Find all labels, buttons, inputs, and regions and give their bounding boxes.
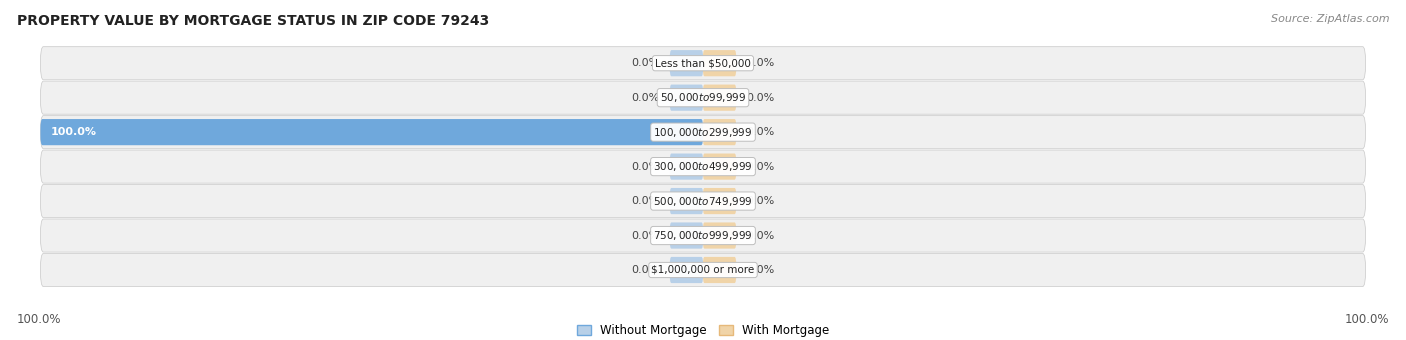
FancyBboxPatch shape [669, 188, 703, 214]
FancyBboxPatch shape [41, 185, 1365, 218]
FancyBboxPatch shape [669, 257, 703, 283]
FancyBboxPatch shape [703, 188, 737, 214]
Text: 0.0%: 0.0% [631, 231, 659, 240]
FancyBboxPatch shape [41, 81, 1365, 114]
Text: $300,000 to $499,999: $300,000 to $499,999 [654, 160, 752, 173]
Text: 0.0%: 0.0% [747, 127, 775, 137]
Text: 0.0%: 0.0% [747, 58, 775, 68]
Text: 0.0%: 0.0% [747, 93, 775, 103]
FancyBboxPatch shape [703, 153, 737, 180]
Text: 100.0%: 100.0% [1344, 313, 1389, 326]
Text: Source: ZipAtlas.com: Source: ZipAtlas.com [1271, 14, 1389, 23]
Text: Less than $50,000: Less than $50,000 [655, 58, 751, 68]
FancyBboxPatch shape [669, 50, 703, 76]
Text: 0.0%: 0.0% [747, 162, 775, 172]
Text: PROPERTY VALUE BY MORTGAGE STATUS IN ZIP CODE 79243: PROPERTY VALUE BY MORTGAGE STATUS IN ZIP… [17, 14, 489, 28]
FancyBboxPatch shape [41, 116, 1365, 149]
Text: 0.0%: 0.0% [747, 265, 775, 275]
FancyBboxPatch shape [41, 119, 703, 145]
Text: 100.0%: 100.0% [17, 313, 62, 326]
Text: 0.0%: 0.0% [747, 196, 775, 206]
Text: $1,000,000 or more: $1,000,000 or more [651, 265, 755, 275]
Text: $750,000 to $999,999: $750,000 to $999,999 [654, 229, 752, 242]
Text: $500,000 to $749,999: $500,000 to $749,999 [654, 194, 752, 207]
Text: 0.0%: 0.0% [631, 93, 659, 103]
FancyBboxPatch shape [703, 257, 737, 283]
Text: 0.0%: 0.0% [631, 162, 659, 172]
FancyBboxPatch shape [41, 150, 1365, 183]
FancyBboxPatch shape [669, 222, 703, 249]
FancyBboxPatch shape [41, 47, 1365, 80]
Text: 0.0%: 0.0% [631, 196, 659, 206]
FancyBboxPatch shape [669, 153, 703, 180]
FancyBboxPatch shape [669, 85, 703, 111]
Text: 0.0%: 0.0% [631, 58, 659, 68]
Text: 100.0%: 100.0% [51, 127, 97, 137]
FancyBboxPatch shape [41, 253, 1365, 287]
Legend: Without Mortgage, With Mortgage: Without Mortgage, With Mortgage [572, 319, 834, 340]
Text: $50,000 to $99,999: $50,000 to $99,999 [659, 91, 747, 104]
FancyBboxPatch shape [703, 222, 737, 249]
FancyBboxPatch shape [703, 85, 737, 111]
FancyBboxPatch shape [703, 50, 737, 76]
FancyBboxPatch shape [703, 119, 737, 145]
FancyBboxPatch shape [41, 219, 1365, 252]
Text: 0.0%: 0.0% [747, 231, 775, 240]
Text: $100,000 to $299,999: $100,000 to $299,999 [654, 126, 752, 139]
Text: 0.0%: 0.0% [631, 265, 659, 275]
